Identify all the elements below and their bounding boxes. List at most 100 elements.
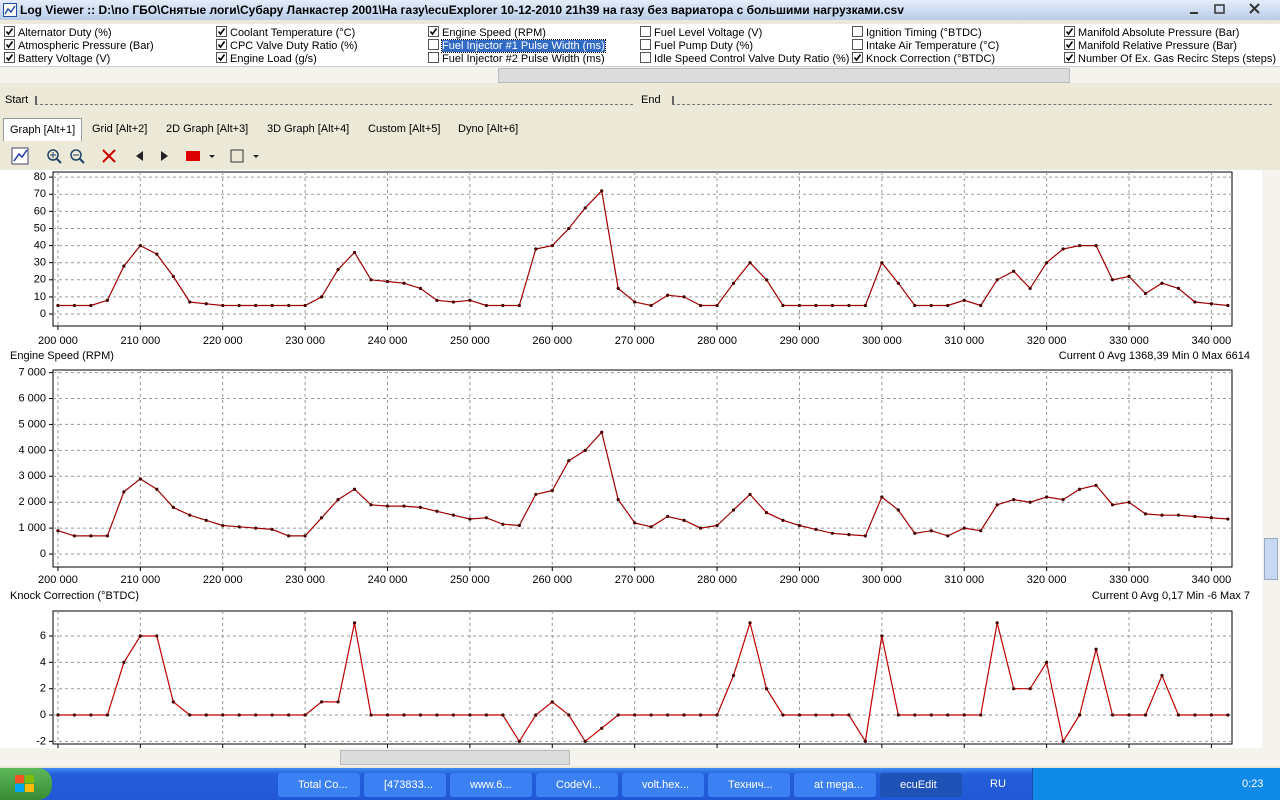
tab[interactable]: 3D Graph [Alt+4]	[267, 123, 350, 135]
data-point	[501, 713, 505, 717]
data-point	[369, 278, 373, 282]
channel-checkbox[interactable]: Manifold Relative Pressure (Bar)	[1064, 39, 1237, 52]
x-tick-label: 200 000	[38, 574, 78, 586]
channel-checkbox[interactable]: Atmospheric Pressure (Bar)	[4, 39, 154, 52]
task-button[interactable]: ecuEdit	[880, 773, 962, 797]
channel-checkbox[interactable]: Knock Correction (°BTDC)	[852, 52, 995, 65]
data-point	[797, 713, 802, 717]
app-icon	[3, 3, 17, 17]
checkbox[interactable]	[4, 26, 15, 37]
channel-label: Alternator Duty (%)	[18, 27, 112, 39]
data-point	[1193, 514, 1197, 519]
task-button[interactable]: at mega...	[794, 773, 876, 797]
channel-checkbox[interactable]: Battery Voltage (V)	[4, 52, 110, 65]
check-mark	[217, 54, 226, 62]
x-tick-label: 210 000	[120, 335, 160, 347]
checkbox[interactable]	[428, 39, 439, 50]
channel-checkbox[interactable]: CPC Valve Duty Ratio (%)	[216, 39, 358, 52]
end-slider[interactable]	[672, 96, 1272, 105]
system-tray	[1032, 768, 1280, 800]
channel-checkbox[interactable]: Fuel Pump Duty (%)	[640, 39, 753, 52]
data-point	[781, 518, 785, 522]
window-controls[interactable]	[1186, 1, 1278, 18]
task-button[interactable]: Total Co...	[278, 773, 360, 797]
tab[interactable]: Dyno [Alt+6]	[458, 123, 519, 135]
checkbox[interactable]	[1064, 39, 1075, 50]
checkbox[interactable]	[1064, 26, 1075, 37]
channel-checkbox[interactable]: Coolant Temperature (°C)	[216, 26, 355, 39]
x-tick-label: 280 000	[697, 574, 737, 586]
chart: Engine Speed (RPM) Current 0 Avg 1368,39 …	[10, 350, 1250, 586]
tab[interactable]: Custom [Alt+5]	[368, 123, 441, 135]
channel-checkbox[interactable]: Fuel Injector #2 Pulse Width (ms)	[428, 52, 605, 65]
data-point	[896, 281, 900, 285]
checkbox[interactable]	[852, 26, 863, 37]
task-button[interactable]: CodeVi...	[536, 773, 618, 797]
checkbox[interactable]	[640, 26, 651, 37]
channel-checkbox[interactable]: Engine Speed (RPM)	[428, 26, 546, 39]
start-slider[interactable]	[35, 96, 633, 105]
data-point	[435, 509, 439, 513]
data-point	[56, 303, 60, 308]
scroll-thumb[interactable]	[1264, 538, 1278, 580]
language[interactable]: RU	[990, 778, 1006, 790]
data-point	[1045, 261, 1049, 265]
data-point	[1143, 512, 1148, 516]
channel-checkbox[interactable]: Manifold Absolute Pressure (Bar)	[1064, 26, 1239, 39]
h-scrollbar[interactable]	[0, 66, 1280, 83]
channel-checkbox[interactable]: Intake Air Temperature (°C)	[852, 39, 999, 52]
channel-checkbox[interactable]: Engine Load (g/s)	[216, 52, 317, 65]
data-point	[764, 687, 769, 691]
channel-checkbox[interactable]: Number Of Ex. Gas Recirc Steps (steps)	[1064, 52, 1276, 65]
checkbox[interactable]	[4, 39, 15, 50]
v-scrollbar[interactable]	[1262, 170, 1280, 748]
data-point	[204, 302, 208, 306]
checkbox[interactable]	[216, 39, 227, 50]
task-button[interactable]: www.6...	[450, 773, 532, 797]
checkbox[interactable]	[852, 39, 863, 50]
toolbar[interactable]	[0, 144, 280, 168]
channel-checkbox[interactable]: Ignition Timing (°BTDC)	[852, 26, 982, 39]
data-point	[830, 531, 835, 535]
checkbox[interactable]	[852, 52, 863, 63]
channel-checkbox[interactable]: Fuel Injector #1 Pulse Width (ms)	[428, 39, 606, 53]
checkbox[interactable]	[1064, 52, 1075, 63]
task-button[interactable]: volt.hex...	[622, 773, 704, 797]
task-button[interactable]: Технич...	[708, 773, 790, 797]
data-point	[550, 700, 554, 704]
channel-label: Intake Air Temperature (°C)	[866, 40, 1000, 52]
chart: 200 000 210 000 220 000 230 000 240 000 250 0…	[34, 171, 1233, 347]
tab[interactable]: Grid [Alt+2]	[92, 123, 148, 135]
checkbox[interactable]	[640, 52, 651, 63]
checkbox[interactable]	[216, 26, 227, 37]
checkbox[interactable]	[640, 39, 651, 50]
data-point	[72, 713, 77, 717]
data-point	[155, 634, 159, 638]
start-button[interactable]	[0, 768, 52, 800]
data-point	[830, 303, 835, 308]
x-tick-label: 250 000	[450, 574, 490, 586]
channel-checkbox[interactable]: Alternator Duty (%)	[4, 26, 112, 39]
data-point	[731, 508, 736, 512]
checkbox[interactable]	[4, 52, 15, 63]
data-point	[1012, 687, 1016, 691]
data-point	[89, 303, 93, 308]
scroll-thumb[interactable]	[498, 68, 1070, 83]
channel-checkbox[interactable]: Fuel Level Voltage (V)	[640, 26, 762, 39]
data-point	[1143, 713, 1148, 717]
checkbox[interactable]	[428, 52, 439, 63]
data-point	[418, 505, 423, 509]
data-point	[319, 516, 324, 520]
scroll-thumb[interactable]	[340, 750, 570, 765]
tab[interactable]: 2D Graph [Alt+3]	[166, 123, 249, 135]
channel-checkbox[interactable]: Idle Speed Control Valve Duty Ratio (%)	[640, 52, 849, 65]
task-button[interactable]: [473833...	[364, 773, 446, 797]
data-point	[1012, 269, 1016, 273]
tab[interactable]: Graph [Alt+1]	[3, 118, 83, 141]
checkbox[interactable]	[428, 26, 439, 37]
checkbox[interactable]	[216, 52, 227, 63]
h-scrollbar[interactable]	[0, 748, 1280, 766]
data-point	[435, 713, 439, 717]
y-tick-label: 10	[34, 291, 46, 303]
